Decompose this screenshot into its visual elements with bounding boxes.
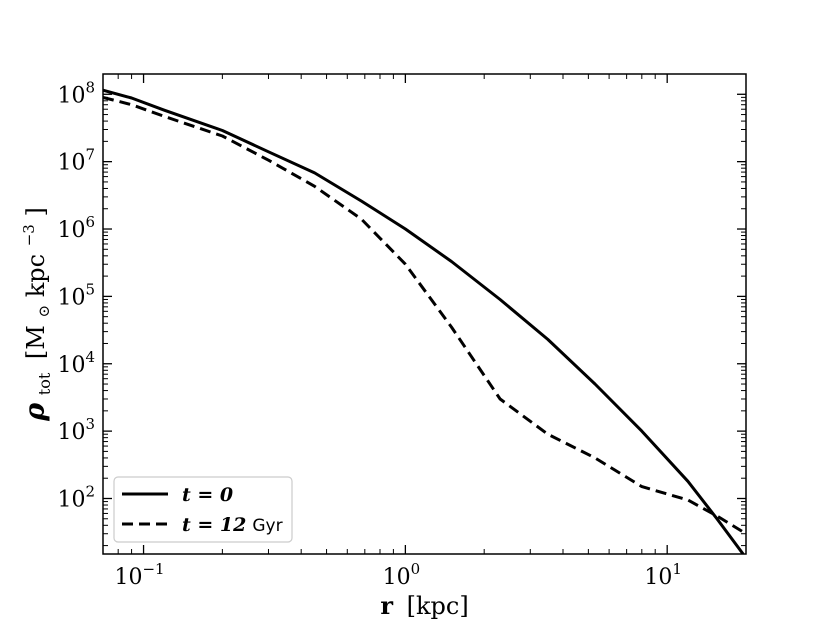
- y-axis-label-unit-rest: kpc: [22, 254, 50, 297]
- y-axis-label-unit-sun: ⊙: [35, 305, 53, 318]
- legend-label-1: t = 12 Gyr: [182, 514, 283, 536]
- y-axis-label-unit-close: ]: [22, 207, 50, 216]
- series-layer: [103, 88, 746, 554]
- y-tick-label: 105: [57, 280, 95, 310]
- legend-label-0: t = 0: [182, 484, 233, 506]
- x-tick-label: 10−1: [114, 560, 164, 590]
- y-axis-label-sub: tot: [35, 372, 54, 395]
- y-axis-label-unit-exp: −3: [20, 224, 38, 246]
- y-tick-label: 106: [57, 213, 95, 243]
- x-axis-label: r [kpc]: [380, 591, 468, 620]
- series-line-t-0: [103, 88, 745, 554]
- x-tick-label: 101: [644, 560, 682, 590]
- labels-layer: r [kpc] ρ tot [M ⊙ kpc −3 ]: [12, 207, 469, 620]
- y-axis-label: ρ tot [M ⊙ kpc −3 ]: [12, 207, 56, 422]
- y-tick-label: 102: [57, 482, 95, 512]
- y-tick-label: 103: [57, 415, 95, 445]
- x-tick-label: 100: [383, 560, 421, 590]
- series-line-t-12-gyr: [103, 95, 746, 535]
- x-axis-label-unit: [kpc]: [407, 592, 469, 620]
- y-axis-label-unit-open: [M: [22, 325, 50, 359]
- y-axis-label-main: ρ: [20, 402, 51, 422]
- plot-frame: [102, 73, 747, 555]
- y-tick-label: 108: [57, 78, 95, 108]
- x-axis-label-main: r: [380, 591, 393, 620]
- legend: t = 0 t = 12 Gyr: [113, 476, 293, 543]
- y-tick-label: 107: [57, 146, 95, 176]
- y-tick-label: 104: [57, 348, 95, 378]
- ticks-layer: 10−1 100 101 102 103 104 105 106 107 108: [57, 74, 746, 590]
